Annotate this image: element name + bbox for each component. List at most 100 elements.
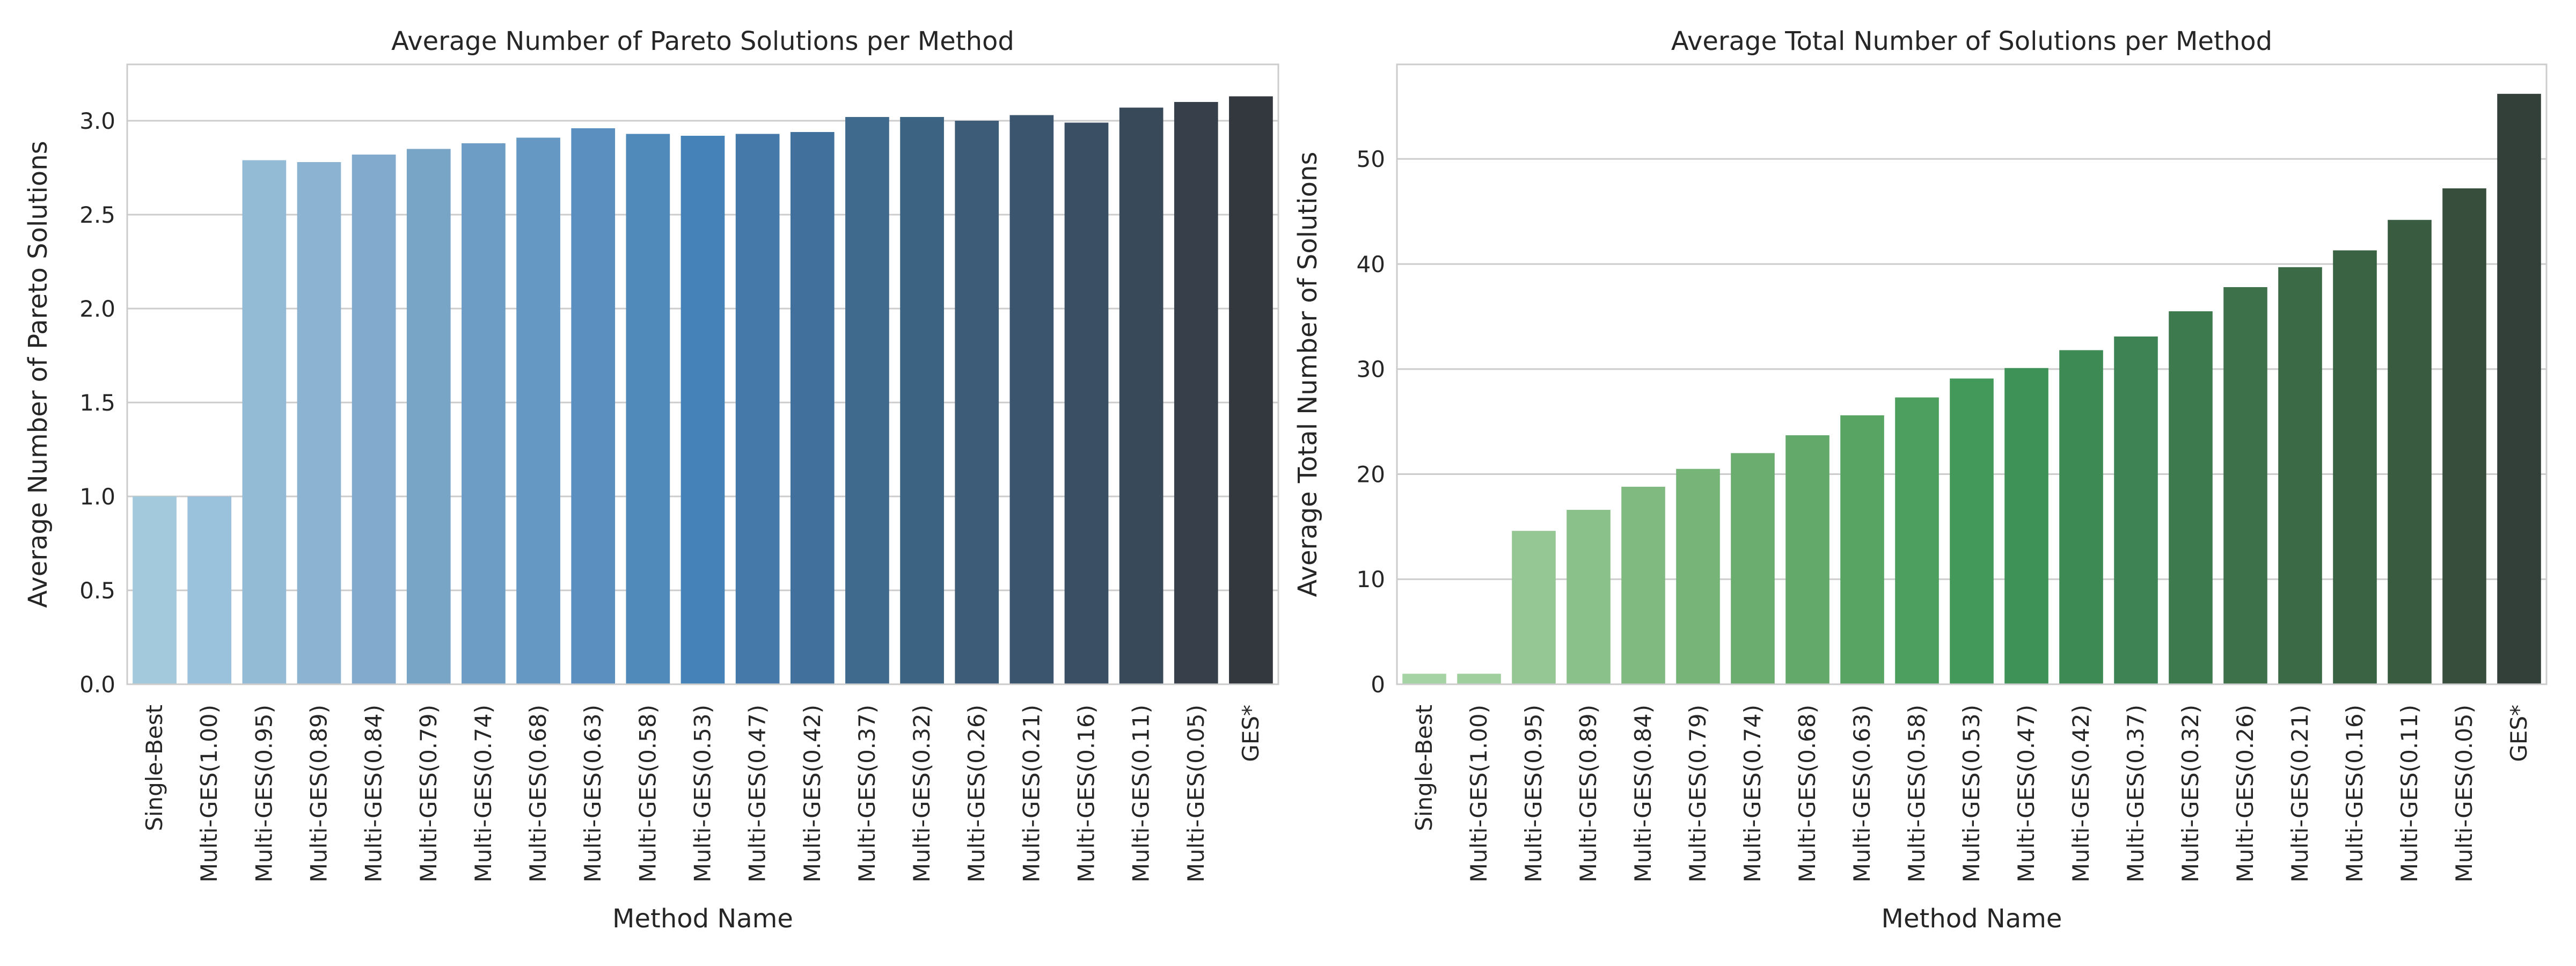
pareto-bar xyxy=(462,143,506,684)
total-chart-y-axis-label: Average Total Number of Solutions xyxy=(1293,152,1323,597)
total-y-tick-label: 20 xyxy=(1357,461,1385,487)
pareto-y-tick-label: 0.5 xyxy=(79,577,115,604)
pareto-x-tick-label: Multi-GES(0.63) xyxy=(580,705,606,882)
total-bar xyxy=(1512,531,1556,684)
total-x-tick-label: Multi-GES(0.05) xyxy=(2451,705,2477,882)
total-y-tick-label: 10 xyxy=(1357,566,1385,592)
total-chart-y-ticks: 0 10 20 30 40 50 xyxy=(1357,146,1385,698)
total-bar xyxy=(1621,486,1665,684)
pareto-y-tick-label: 2.0 xyxy=(79,296,115,322)
pareto-chart-x-axis-label: Method Name xyxy=(612,904,793,934)
total-bar xyxy=(1676,469,1720,684)
total-y-tick-label: 30 xyxy=(1357,356,1385,383)
pareto-y-tick-label: 0.0 xyxy=(79,671,115,698)
pareto-x-tick-label: Multi-GES(0.37) xyxy=(854,705,880,882)
total-y-tick-label: 40 xyxy=(1357,251,1385,277)
pareto-bar xyxy=(790,132,835,684)
pareto-bar xyxy=(242,160,287,684)
total-chart-axes-frame xyxy=(1396,63,2548,685)
pareto-x-tick-label: Single-Best xyxy=(141,705,167,831)
pareto-x-tick-label: Multi-GES(0.84) xyxy=(361,705,387,882)
pareto-bar xyxy=(406,149,451,684)
total-bar xyxy=(2169,311,2213,684)
total-bar xyxy=(2497,93,2541,684)
pareto-chart-y-ticks: 0.0 0.5 1.0 1.5 2.0 2.5 3.0 xyxy=(79,108,115,698)
pareto-bar xyxy=(516,137,560,684)
pareto-bar xyxy=(735,134,780,684)
total-bar xyxy=(1895,397,1939,684)
pareto-y-tick-label: 2.5 xyxy=(79,202,115,228)
pareto-y-tick-label: 3.0 xyxy=(79,108,115,134)
pareto-chart-x-ticks: Single-Best Multi-GES(1.00) Multi-GES(0.95… xyxy=(141,705,1264,882)
total-x-tick-label: Multi-GES(0.84) xyxy=(1630,705,1656,882)
total-x-tick-label: Multi-GES(0.68) xyxy=(1794,705,1820,882)
pareto-y-tick-label: 1.5 xyxy=(79,390,115,416)
pareto-x-tick-label: Multi-GES(0.16) xyxy=(1073,705,1100,882)
pareto-x-tick-label: Multi-GES(0.89) xyxy=(306,705,332,882)
pareto-x-tick-label: Multi-GES(0.79) xyxy=(415,705,442,882)
total-chart-bars xyxy=(1402,93,2541,684)
total-bar xyxy=(2004,368,2048,684)
pareto-x-tick-label: Multi-GES(0.58) xyxy=(634,705,661,882)
total-x-tick-label: Multi-GES(0.79) xyxy=(1685,705,1711,882)
pareto-x-tick-label: Multi-GES(0.26) xyxy=(963,705,990,882)
total-chart-x-axis-label: Method Name xyxy=(1882,904,2062,934)
pareto-x-tick-label: Multi-GES(0.05) xyxy=(1183,705,1209,882)
total-bar xyxy=(2114,336,2158,684)
total-x-tick-label: Multi-GES(1.00) xyxy=(1466,705,1492,882)
pareto-bar xyxy=(626,134,670,684)
total-bar xyxy=(1567,510,1611,684)
total-bar xyxy=(2059,350,2103,684)
total-x-tick-label: Multi-GES(0.74) xyxy=(1739,705,1766,882)
total-y-tick-label: 0 xyxy=(1371,671,1385,698)
total-x-tick-label: Multi-GES(0.58) xyxy=(1904,705,1930,882)
pareto-chart-y-axis-label: Average Number of Pareto Solutions xyxy=(23,141,53,608)
pareto-bar xyxy=(680,136,725,684)
pareto-bar xyxy=(900,117,944,684)
pareto-bar xyxy=(1119,107,1163,684)
pareto-bar xyxy=(1064,122,1109,684)
total-x-tick-label: Multi-GES(0.26) xyxy=(2232,705,2258,882)
total-x-tick-label: Multi-GES(0.89) xyxy=(1575,705,1601,882)
pareto-bar xyxy=(297,162,341,684)
total-x-tick-label: GES* xyxy=(2506,705,2532,762)
pareto-x-tick-label: Multi-GES(0.68) xyxy=(525,705,551,882)
pareto-bar xyxy=(955,121,999,684)
total-x-tick-label: Multi-GES(0.37) xyxy=(2123,705,2149,882)
total-x-tick-label: Multi-GES(0.47) xyxy=(2013,705,2039,882)
pareto-x-tick-label: Multi-GES(0.21) xyxy=(1018,705,1044,882)
total-bar xyxy=(1402,674,1446,684)
pareto-x-tick-label: Multi-GES(0.11) xyxy=(1128,705,1154,882)
total-bar xyxy=(1840,415,1884,684)
total-bar xyxy=(1785,435,1829,684)
pareto-bar xyxy=(187,496,232,684)
pareto-bar xyxy=(845,117,889,684)
total-x-tick-label: Multi-GES(0.21) xyxy=(2287,705,2313,882)
pareto-bar xyxy=(1174,102,1218,684)
pareto-bar xyxy=(352,155,396,684)
total-chart-title: Average Total Number of Solutions per Me… xyxy=(1671,26,2272,56)
total-x-tick-label: Multi-GES(0.42) xyxy=(2068,705,2094,882)
total-solutions-chart: 0 10 20 30 40 50 Single-Best Multi-GES(1.00) Mu… xyxy=(1293,26,2548,934)
pareto-x-tick-label: Multi-GES(0.32) xyxy=(909,705,935,882)
pareto-bar xyxy=(1229,96,1273,684)
total-bar xyxy=(2223,287,2267,684)
total-x-tick-label: Multi-GES(0.16) xyxy=(2341,705,2368,882)
pareto-y-tick-label: 1.0 xyxy=(79,484,115,510)
pareto-bar xyxy=(571,128,616,684)
pareto-chart-title: Average Number of Pareto Solutions per M… xyxy=(391,26,1014,56)
pareto-x-tick-label: Multi-GES(0.95) xyxy=(251,705,277,882)
pareto-bar xyxy=(1009,115,1054,684)
total-x-tick-label: Multi-GES(0.32) xyxy=(2177,705,2204,882)
total-x-tick-label: Single-Best xyxy=(1411,705,1437,831)
pareto-x-tick-label: GES* xyxy=(1238,705,1264,762)
total-bar xyxy=(1731,453,1775,684)
total-bar xyxy=(2333,250,2377,684)
pareto-x-tick-label: Multi-GES(0.47) xyxy=(744,705,771,882)
total-bar xyxy=(2388,219,2432,684)
total-bar xyxy=(1457,674,1501,684)
total-x-tick-label: Multi-GES(0.95) xyxy=(1520,705,1547,882)
total-x-tick-label: Multi-GES(0.11) xyxy=(2396,705,2423,882)
total-chart-x-ticks: Single-Best Multi-GES(1.00) Multi-GES(0.95… xyxy=(1411,705,2532,882)
pareto-x-tick-label: Multi-GES(0.53) xyxy=(690,705,716,882)
